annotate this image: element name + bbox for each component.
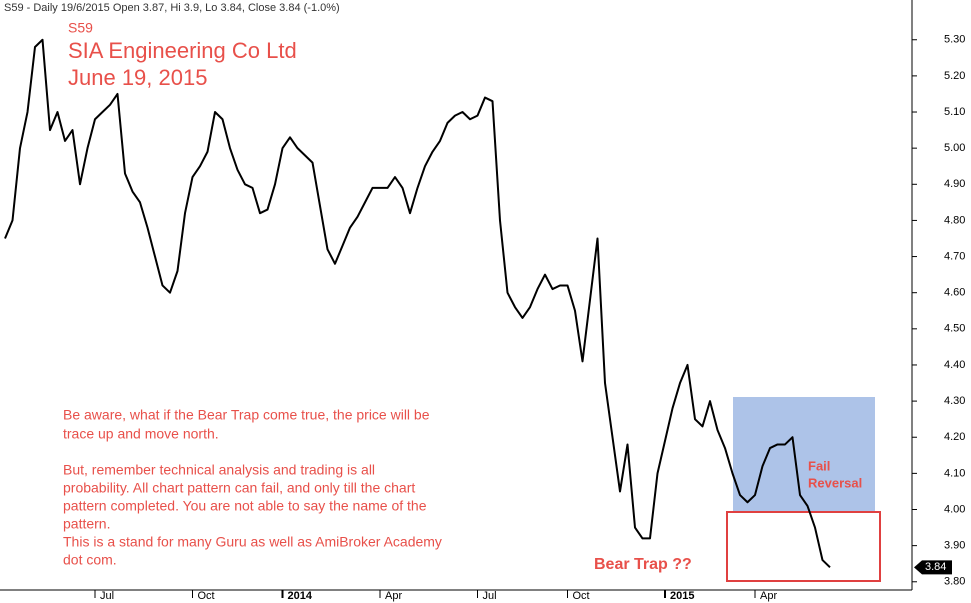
x-tick-label: Apr bbox=[760, 590, 777, 602]
y-tick-label: 4.90 bbox=[944, 178, 965, 190]
y-tick-label: 3.90 bbox=[944, 540, 965, 552]
symbol: S59 bbox=[68, 20, 93, 36]
x-tick-label: Oct bbox=[573, 590, 590, 602]
annotation: Be aware, what if the Bear Trap come tru… bbox=[63, 407, 430, 423]
chart-subtitle: June 19, 2015 bbox=[68, 65, 207, 90]
y-tick-label: 4.60 bbox=[944, 287, 965, 299]
x-tick-label: Jul bbox=[100, 590, 114, 602]
y-tick-label: 4.40 bbox=[944, 359, 965, 371]
x-tick-label: Oct bbox=[198, 590, 215, 602]
x-tick-label: 2014 bbox=[288, 590, 313, 602]
y-tick-label: 4.20 bbox=[944, 431, 965, 443]
header: S59 - Daily 19/6/2015 Open 3.87, Hi 3.9,… bbox=[4, 2, 340, 14]
annotation: But, remember technical analysis and tra… bbox=[63, 462, 375, 478]
bear-trap-box bbox=[726, 511, 881, 582]
fail-reversal-label: Fail bbox=[808, 458, 830, 473]
last-price-label: 3.84 bbox=[925, 561, 946, 573]
x-tick-label: Apr bbox=[385, 590, 402, 602]
chart-title: SIA Engineering Co Ltd bbox=[68, 38, 297, 63]
y-tick-label: 3.80 bbox=[944, 576, 965, 588]
y-tick-label: 4.10 bbox=[944, 467, 965, 479]
bear-trap-label: Bear Trap ?? bbox=[594, 556, 692, 573]
y-tick-label: 4.00 bbox=[944, 503, 965, 515]
y-tick-label: 5.30 bbox=[944, 34, 965, 46]
x-tick-label: Jul bbox=[483, 590, 497, 602]
y-tick-label: 4.80 bbox=[944, 214, 965, 226]
annotation: pattern. bbox=[63, 516, 110, 532]
reversal-zone bbox=[733, 397, 875, 512]
annotation: probability. All chart pattern can fail,… bbox=[63, 480, 415, 496]
y-tick-label: 4.50 bbox=[944, 323, 965, 335]
annotation: This is a stand for many Guru as well as… bbox=[63, 534, 442, 550]
x-tick-label: 2015 bbox=[670, 590, 694, 602]
y-tick-label: 5.00 bbox=[944, 142, 965, 154]
y-tick-label: 4.70 bbox=[944, 250, 965, 262]
annotation: pattern completed. You are not able to s… bbox=[63, 498, 427, 514]
annotation: dot com. bbox=[63, 552, 117, 568]
last-price-marker bbox=[914, 560, 952, 575]
price-line bbox=[4, 38, 831, 569]
y-tick-label: 5.20 bbox=[944, 70, 965, 82]
fail-reversal-label: Reversal bbox=[808, 475, 862, 490]
y-tick-label: 4.30 bbox=[944, 395, 965, 407]
annotation: trace up and move north. bbox=[63, 426, 219, 442]
y-tick-label: 5.10 bbox=[944, 106, 965, 118]
